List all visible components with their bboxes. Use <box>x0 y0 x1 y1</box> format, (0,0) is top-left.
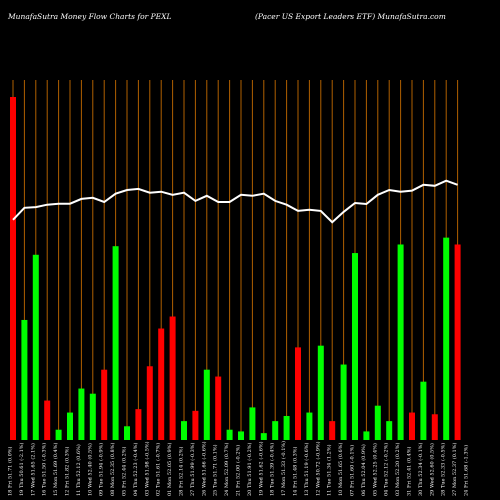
chart-bars <box>10 97 461 440</box>
x-tick-label: 27 Thu 51.99 (-0.3%) <box>189 442 196 496</box>
x-tick-label: 06 Thu 52.04 (0.9%) <box>360 444 367 496</box>
x-tick-label: 17 Mon 51.33 (-0.1%) <box>280 441 287 496</box>
bar-up <box>124 426 130 440</box>
bar-up <box>21 319 28 440</box>
x-tick-label: 25 Tue 51.71 (0.1%) <box>212 444 219 496</box>
bar-up <box>352 253 358 440</box>
x-tick-label: 12 Wed 50.72 (-0.9%) <box>314 441 321 496</box>
bar-up <box>260 433 267 440</box>
chart-title: MunafaSutra Money Flow Charts for PEXL <box>8 12 172 21</box>
bar-down <box>146 366 153 440</box>
x-tick-label: 27 Mon 52.37 (0.1%) <box>451 443 458 496</box>
x-tick-label: 04 Tue 52.12 (-0.2%) <box>383 443 390 496</box>
x-tick-label: 21 Fri 52.00 (-0.2%) <box>235 445 242 496</box>
bar-down <box>158 328 165 440</box>
chart-grid <box>12 80 459 440</box>
x-tick-label: 13 Thu 51.19 (-0.6%) <box>303 442 310 496</box>
bar-down <box>44 400 51 440</box>
x-tick-label: 28 Fri 52.14 (0.2%) <box>178 446 185 496</box>
x-tick-label: 08 Mon 52.35 (0.8%) <box>109 443 116 496</box>
bar-up <box>317 345 324 440</box>
bar-down <box>215 376 222 440</box>
x-tick-label: 20 Thu 51.91 (-0.2%) <box>246 442 253 496</box>
x-tick-label: 10 Mon 51.65 (0.6%) <box>337 443 344 496</box>
price-line <box>12 179 458 224</box>
x-tick-label: 30 Thu 52.34 (-0.1%) <box>417 442 424 496</box>
x-tick-label: 07 Fri 51.60 (-0.1%) <box>349 445 356 496</box>
bar-up <box>238 431 244 440</box>
bar-up <box>272 421 279 440</box>
x-tick-label: 19 Thu 50.61 (-2.1%) <box>18 442 25 496</box>
bar-up <box>443 237 450 440</box>
bar-down <box>101 369 108 440</box>
bar-up <box>203 369 210 440</box>
bar-down <box>135 409 142 440</box>
x-tick-label: 15 Mon 51.69 (0.4%) <box>52 443 59 496</box>
bar-down <box>454 244 461 440</box>
bar-up <box>32 254 39 440</box>
bar-up <box>306 412 313 440</box>
bar-up <box>55 429 62 440</box>
bar-up <box>397 244 404 440</box>
bar-up <box>112 246 119 440</box>
bar-up <box>363 431 370 440</box>
bar-down <box>431 414 438 440</box>
bar-up <box>89 393 96 440</box>
bar-up <box>78 388 85 440</box>
x-tick-label: 17 Wed 51.65 (2.1%) <box>29 443 36 496</box>
x-tick-label: 03 Mon 52.20 (0.2%) <box>394 443 401 496</box>
x-tick-label: 31 Fri 52.41 (0.4%) <box>406 446 413 496</box>
bar-down <box>169 316 176 440</box>
x-tick-label: 10 Wed 52.40 (0.5%) <box>86 443 93 496</box>
bar-up <box>181 421 187 440</box>
bar-down <box>329 421 336 440</box>
bar-up <box>420 381 427 440</box>
bar-down <box>409 412 415 440</box>
chart-subtitle: (Pacer US Export Leaders ETF) MunafaSutr… <box>255 12 446 21</box>
bar-down <box>192 410 199 440</box>
bar-up <box>226 429 233 440</box>
bar-up <box>249 407 256 440</box>
x-tick-label: 28 Tue 52.33 (-0.5%) <box>440 443 447 496</box>
bar-up <box>340 364 347 440</box>
bar-up <box>374 405 381 440</box>
x-tick-label: 16 Tue 51.50 (-0.3%) <box>41 443 48 496</box>
x-tick-label: 24 Mon 52.09 (0.7%) <box>223 443 230 496</box>
x-tick-label: 05 Fri 52.44 (0.2%) <box>121 446 128 496</box>
x-tick-label: 29 Wed 52.60 (0.5%) <box>428 443 435 496</box>
x-tick-label: 12 Fri 51.82 (0.3%) <box>64 446 71 496</box>
bar-down <box>295 347 301 440</box>
x-tick-label: 11 Thu 52.12 (0.6%) <box>75 444 82 496</box>
bar-down <box>10 97 16 440</box>
bar-up <box>283 415 290 440</box>
x-tick-label: 18 Tue 51.39 (-0.4%) <box>269 443 276 496</box>
x-tick-label: 26 Wed 51.66 (-0.6%) <box>200 441 207 496</box>
x-tick-label: 24 Fri 51.68 (-1.3%) <box>463 445 470 496</box>
x-tick-label: 09 Tue 51.94 (-0.9%) <box>98 443 105 496</box>
x-tick-label: 18 Fri 51.71 (0.0%) <box>7 446 14 496</box>
x-tick-label: 19 Wed 51.62 (-0.6%) <box>257 441 264 496</box>
x-tick-label: 14 Fri 51.48 (0.3%) <box>292 446 299 496</box>
chart-line <box>12 179 458 224</box>
bar-up <box>67 412 73 440</box>
x-tick-label: 01 Mon 52.05 (0.9%) <box>166 443 173 496</box>
x-tick-label: 11 Tue 51.34 (1.2%) <box>326 444 333 496</box>
x-tick-label: 05 Wed 52.25 (0.4%) <box>371 443 378 496</box>
x-tick-label: 02 Tue 51.61 (-0.7%) <box>155 443 162 496</box>
x-tick-label: 04 Thu 52.23 (-0.4%) <box>132 442 139 496</box>
x-axis-labels: 18 Fri 51.71 (0.0%) 19 Thu 50.61 (-2.1%) 1… <box>7 441 470 496</box>
x-tick-label: 03 Wed 51.98 (-0.5%) <box>143 441 150 496</box>
bar-up <box>386 421 393 440</box>
